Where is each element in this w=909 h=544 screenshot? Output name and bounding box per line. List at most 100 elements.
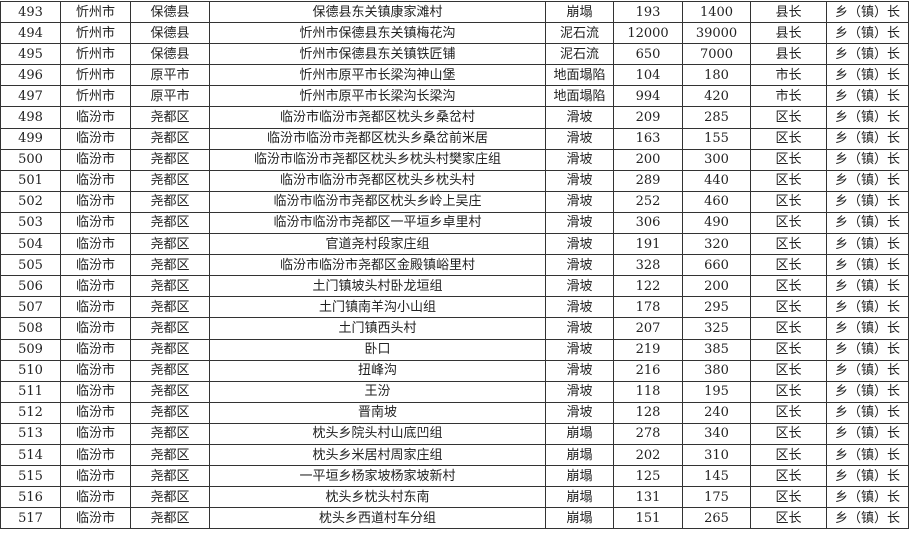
- county-cell: 尧都区: [130, 169, 210, 192]
- hazard-type-cell: 滑坡: [545, 275, 614, 298]
- city-cell: 忻州市: [60, 43, 131, 66]
- township-responsible-cell: 乡（镇）长: [826, 338, 909, 361]
- township-responsible-cell: 乡（镇）长: [826, 422, 909, 445]
- hazard-type-cell: 崩塌: [545, 486, 614, 509]
- location-cell: 临汾市临汾市尧都区枕头乡桑岔前米居: [209, 127, 546, 150]
- value-b-cell: 320: [682, 233, 751, 256]
- hazard-type-cell: 崩塌: [545, 0, 614, 24]
- location-cell: 临汾市临汾市尧都区枕头乡枕头村: [209, 169, 546, 192]
- township-responsible-cell: 乡（镇）长: [826, 317, 909, 340]
- row-number-cell: 517: [0, 507, 61, 530]
- row-number-cell: 495: [0, 43, 61, 66]
- county-cell: 尧都区: [130, 148, 210, 171]
- location-cell: 忻州市原平市长梁沟长梁沟: [209, 85, 546, 108]
- city-cell: 临汾市: [60, 359, 131, 382]
- location-cell: 枕头乡枕头村东南: [209, 486, 546, 509]
- value-b-cell: 385: [682, 338, 751, 361]
- value-a-cell: 163: [613, 127, 683, 150]
- township-responsible-cell: 乡（镇）长: [826, 233, 909, 256]
- location-cell: 忻州市保德县东关镇铁匠铺: [209, 43, 546, 66]
- row-number-cell: 499: [0, 127, 61, 150]
- table-body: 493 忻州市 保德县 保德县东关镇康家滩村 崩塌 193 1400 县长 乡（镇）长 494 忻州…: [0, 0, 909, 530]
- hazard-type-cell: 崩塌: [545, 465, 614, 488]
- row-number-cell: 505: [0, 254, 61, 277]
- county-cell: 尧都区: [130, 401, 210, 424]
- value-a-cell: 151: [613, 507, 683, 530]
- location-cell: 土门镇南羊沟小山组: [209, 296, 546, 319]
- row-number-cell: 498: [0, 106, 61, 129]
- township-responsible-cell: 乡（镇）长: [826, 22, 909, 45]
- township-responsible-cell: 乡（镇）长: [826, 359, 909, 382]
- township-responsible-cell: 乡（镇）长: [826, 85, 909, 108]
- table-row: 507 临汾市 尧都区 土门镇南羊沟小山组 滑坡 178 295 区长 乡（镇）长: [0, 296, 909, 319]
- county-responsible-cell: 市长: [750, 85, 827, 108]
- location-cell: 临汾市临汾市尧都区枕头乡桑岔村: [209, 106, 546, 129]
- value-b-cell: 490: [682, 211, 751, 235]
- county-cell: 尧都区: [130, 422, 210, 445]
- value-a-cell: 178: [613, 296, 683, 319]
- location-cell: 临汾市临汾市尧都区金殿镇峪里村: [209, 254, 546, 277]
- table-row: 500 临汾市 尧都区 临汾市临汾市尧都区枕头乡枕头村樊家庄组 滑坡 200 300 区长 乡（…: [0, 148, 909, 171]
- table-row: 511 临汾市 尧都区 王汾 滑坡 118 195 区长 乡（镇）长: [0, 380, 909, 403]
- value-b-cell: 195: [682, 380, 751, 403]
- hazard-type-cell: 滑坡: [545, 190, 614, 213]
- city-cell: 临汾市: [60, 486, 131, 509]
- hazard-type-cell: 地面塌陷: [545, 64, 614, 87]
- county-responsible-cell: 区长: [750, 190, 827, 213]
- county-responsible-cell: 区长: [750, 127, 827, 150]
- hazard-type-cell: 滑坡: [545, 359, 614, 382]
- county-responsible-cell: 区长: [750, 507, 827, 530]
- location-cell: 卧口: [209, 338, 546, 361]
- location-cell: 土门镇西头村: [209, 317, 546, 340]
- hazard-type-cell: 滑坡: [545, 211, 614, 235]
- county-cell: 尧都区: [130, 380, 210, 403]
- township-responsible-cell: 乡（镇）长: [826, 380, 909, 403]
- row-number-cell: 515: [0, 465, 61, 488]
- hazard-type-cell: 滑坡: [545, 148, 614, 171]
- county-cell: 保德县: [130, 22, 210, 45]
- table-row: 517 临汾市 尧都区 枕头乡西道村车分组 崩塌 151 265 区长 乡（镇）长: [0, 507, 909, 530]
- row-number-cell: 496: [0, 64, 61, 87]
- county-cell: 保德县: [130, 43, 210, 66]
- table-row: 515 临汾市 尧都区 一平垣乡杨家坡杨家坡新村 崩塌 125 145 区长 乡（镇）长: [0, 465, 909, 488]
- value-a-cell: 252: [613, 190, 683, 213]
- location-cell: 枕头乡院头村山底凹组: [209, 422, 546, 445]
- row-number-cell: 493: [0, 0, 61, 24]
- value-a-cell: 328: [613, 254, 683, 277]
- county-cell: 尧都区: [130, 106, 210, 129]
- location-cell: 忻州市保德县东关镇梅花沟: [209, 22, 546, 45]
- table-row: 493 忻州市 保德县 保德县东关镇康家滩村 崩塌 193 1400 县长 乡（镇）长: [0, 0, 909, 24]
- value-a-cell: 125: [613, 465, 683, 488]
- city-cell: 临汾市: [60, 106, 131, 129]
- value-b-cell: 175: [682, 486, 751, 509]
- table-row: 502 临汾市 尧都区 临汾市临汾市尧都区枕头乡岭上吴庄 滑坡 252 460 区长 乡（镇）长: [0, 190, 909, 213]
- hazard-table: 493 忻州市 保德县 保德县东关镇康家滩村 崩塌 193 1400 县长 乡（镇）长 494 忻州…: [0, 0, 909, 530]
- row-number-cell: 516: [0, 486, 61, 509]
- city-cell: 临汾市: [60, 338, 131, 361]
- hazard-type-cell: 滑坡: [545, 296, 614, 319]
- township-responsible-cell: 乡（镇）长: [826, 148, 909, 171]
- township-responsible-cell: 乡（镇）长: [826, 43, 909, 66]
- location-cell: 保德县东关镇康家滩村: [209, 0, 546, 24]
- value-a-cell: 193: [613, 0, 683, 24]
- county-cell: 原平市: [130, 85, 210, 108]
- county-cell: 尧都区: [130, 296, 210, 319]
- county-responsible-cell: 区长: [750, 275, 827, 298]
- value-a-cell: 650: [613, 43, 683, 66]
- county-responsible-cell: 区长: [750, 465, 827, 488]
- city-cell: 临汾市: [60, 507, 131, 530]
- value-a-cell: 289: [613, 169, 683, 192]
- table-row: 512 临汾市 尧都区 晋南坡 滑坡 128 240 区长 乡（镇）长: [0, 401, 909, 424]
- row-number-cell: 511: [0, 380, 61, 403]
- city-cell: 临汾市: [60, 401, 131, 424]
- county-cell: 尧都区: [130, 275, 210, 298]
- township-responsible-cell: 乡（镇）长: [826, 507, 909, 530]
- location-cell: 一平垣乡杨家坡杨家坡新村: [209, 465, 546, 488]
- county-cell: 尧都区: [130, 211, 210, 235]
- value-b-cell: 200: [682, 275, 751, 298]
- value-b-cell: 155: [682, 127, 751, 150]
- city-cell: 临汾市: [60, 275, 131, 298]
- township-responsible-cell: 乡（镇）长: [826, 486, 909, 509]
- location-cell: 官道尧村段家庄组: [209, 233, 546, 256]
- value-b-cell: 420: [682, 85, 751, 108]
